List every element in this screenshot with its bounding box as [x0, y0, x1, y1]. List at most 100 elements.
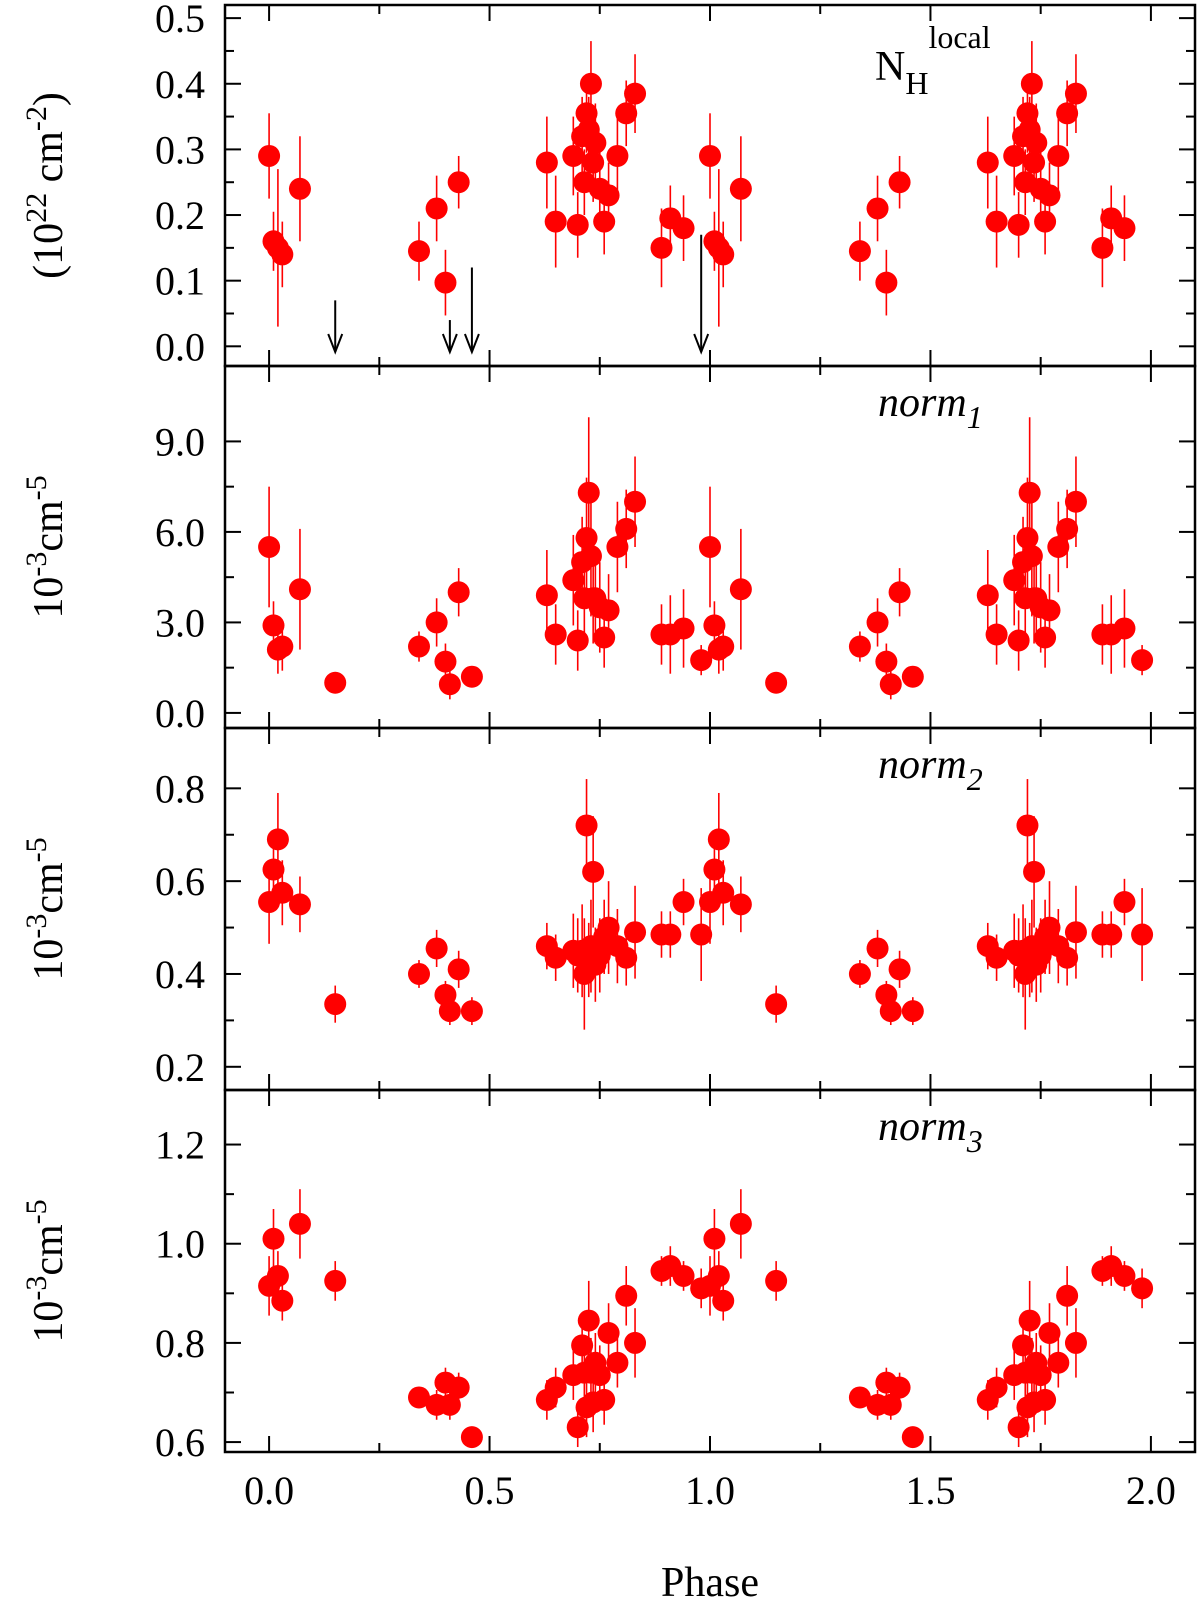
data-point: [985, 1376, 1008, 1399]
data-point: [866, 611, 889, 634]
data-point: [1064, 1331, 1087, 1354]
data-point: [266, 828, 289, 851]
data-point: [699, 144, 721, 167]
data-point: [901, 1426, 924, 1449]
data-point: [879, 673, 902, 696]
data-point: [1056, 102, 1079, 125]
data-point: [447, 581, 470, 604]
data-point: [699, 536, 721, 558]
data-point: [575, 526, 598, 549]
data-point: [288, 893, 311, 916]
data-point: [582, 860, 605, 883]
data-point: [434, 271, 457, 294]
data-point: [434, 650, 457, 673]
y-tick-label: 0.6: [155, 859, 205, 904]
data-point: [659, 923, 682, 946]
data-point: [1113, 1264, 1136, 1287]
data-point: [408, 635, 430, 658]
data-point: [1038, 599, 1061, 622]
data-point: [597, 184, 620, 207]
y-tick-label: 1.0: [155, 1222, 205, 1267]
data-point: [866, 937, 889, 960]
data-point: [879, 1000, 902, 1023]
panel-label: norm3: [878, 1104, 983, 1159]
data-point: [1064, 490, 1087, 513]
data-point: [593, 626, 616, 649]
x-tick-label: 0.0: [244, 1468, 294, 1513]
data-point: [672, 891, 695, 914]
data-point: [582, 151, 605, 174]
y-tick-label: 1.2: [155, 1123, 205, 1168]
upper-limit-arrowhead: [327, 333, 344, 355]
data-point: [460, 1000, 483, 1023]
y-tick-label: 0.8: [155, 1321, 205, 1366]
x-tick-label: 1.0: [685, 1468, 735, 1513]
data-point: [1029, 1364, 1052, 1387]
data-point: [1023, 151, 1046, 174]
data-point: [579, 545, 602, 568]
data-point: [1018, 1309, 1041, 1332]
data-point: [707, 1264, 730, 1287]
data-point: [888, 171, 911, 194]
data-point: [544, 210, 567, 233]
data-point: [597, 599, 620, 622]
data-point: [288, 1212, 311, 1235]
data-point: [262, 614, 285, 637]
data-point: [425, 937, 448, 960]
data-point: [566, 213, 589, 236]
data-point: [588, 944, 611, 967]
data-point: [672, 617, 695, 640]
data-point: [875, 650, 898, 673]
data-point: [460, 1426, 483, 1449]
data-point: [1064, 82, 1087, 105]
data-point: [848, 635, 871, 658]
data-point: [1029, 944, 1052, 967]
y-tick-label: 0.0: [155, 691, 205, 736]
data-point: [1047, 144, 1070, 167]
data-point: [672, 1264, 695, 1287]
data-point: [985, 623, 1008, 646]
data-point: [408, 1386, 430, 1409]
data-point: [712, 635, 735, 658]
data-point: [624, 490, 647, 513]
data-point: [1016, 526, 1039, 549]
data-point: [1025, 131, 1048, 154]
panel-label: NHlocal: [875, 19, 991, 101]
data-point: [1003, 144, 1026, 167]
data-point: [1113, 891, 1136, 914]
data-point: [703, 614, 726, 637]
data-point: [577, 1309, 600, 1332]
data-point: [535, 584, 558, 607]
data-point: [848, 962, 871, 985]
data-point: [729, 1212, 752, 1235]
data-point: [1056, 1284, 1079, 1307]
y-tick-label: 0.5: [155, 0, 205, 41]
data-point: [1113, 217, 1136, 240]
data-point: [271, 635, 294, 658]
y-tick-label: 0.6: [155, 1420, 205, 1465]
data-point: [262, 1227, 285, 1250]
y-axis-title: (1022 cm-2): [20, 92, 72, 279]
data-point: [1100, 923, 1123, 946]
data-point: [690, 649, 713, 672]
data-point: [1007, 1416, 1030, 1439]
data-point: [1003, 569, 1026, 592]
data-point: [615, 1284, 638, 1307]
data-point: [703, 858, 726, 881]
data-point: [566, 629, 589, 652]
data-point: [425, 197, 448, 220]
panel-label: norm1: [878, 380, 983, 435]
data-point: [566, 1416, 589, 1439]
data-point: [271, 243, 294, 266]
y-axis-title: 10-3cm-5: [20, 1199, 72, 1342]
data-point: [447, 958, 470, 981]
y-tick-label: 0.2: [155, 193, 205, 238]
panel-4: 0.6 0.8 1.0 1.2 norm3 10-3cm-5 0.0 0.5 1.0 1.5 2.0…: [20, 1088, 1197, 1606]
data-point: [976, 584, 999, 607]
data-point: [447, 1376, 470, 1399]
data-point: [571, 1334, 594, 1357]
y-tick-label: 0.2: [155, 1045, 205, 1090]
data-point: [535, 151, 558, 174]
data-point: [729, 177, 752, 200]
data-point: [606, 536, 629, 558]
